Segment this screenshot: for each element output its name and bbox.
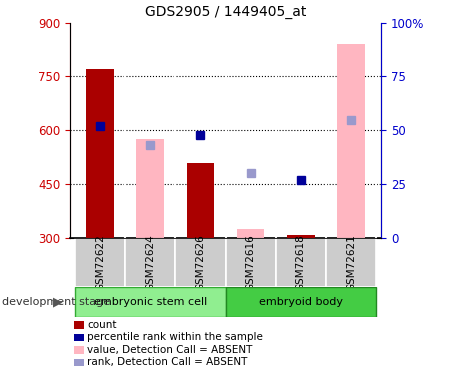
Bar [287,234,315,238]
Text: GSM72618: GSM72618 [296,234,306,291]
Bar [136,139,164,238]
Text: rank, Detection Call = ABSENT: rank, Detection Call = ABSENT [87,357,248,367]
Bar [326,238,376,287]
Text: GSM72626: GSM72626 [195,234,205,291]
Text: value, Detection Call = ABSENT: value, Detection Call = ABSENT [87,345,253,355]
Text: embryoid body: embryoid body [259,297,343,307]
Text: GSM72624: GSM72624 [145,234,155,291]
Text: count: count [87,320,116,330]
Text: GSM72616: GSM72616 [246,234,256,291]
Bar [175,238,226,287]
Text: development stage: development stage [2,297,110,307]
Bar [187,163,214,238]
Bar [237,229,264,238]
Text: GSM72621: GSM72621 [346,234,356,291]
Text: ▶: ▶ [53,296,62,308]
Bar [226,238,276,287]
Text: GSM72622: GSM72622 [95,234,105,291]
Text: embryonic stem cell: embryonic stem cell [94,297,207,307]
Bar [276,238,326,287]
Bar [226,287,376,317]
Text: percentile rank within the sample: percentile rank within the sample [87,333,263,342]
Bar [125,238,175,287]
Title: GDS2905 / 1449405_at: GDS2905 / 1449405_at [145,5,306,19]
Bar [337,44,365,238]
Bar [75,287,226,317]
Bar [75,238,125,287]
Bar [86,69,114,238]
